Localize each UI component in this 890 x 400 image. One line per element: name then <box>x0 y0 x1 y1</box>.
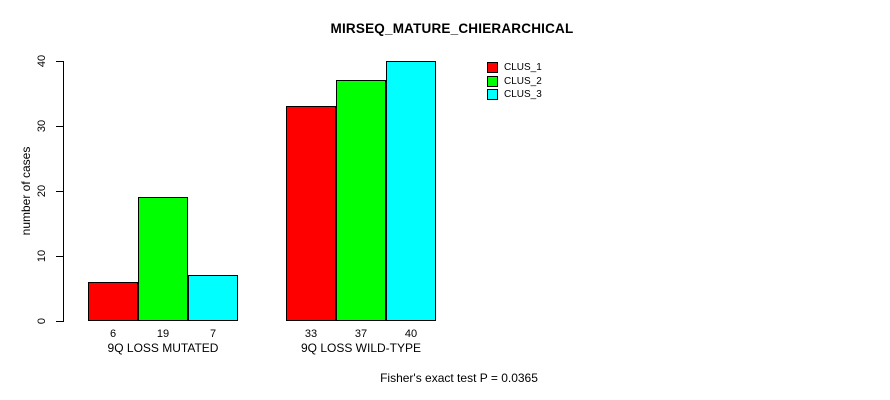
bar-CLUS_1 <box>88 282 138 321</box>
legend-row-CLUS_2: CLUS_2 <box>487 75 542 87</box>
y-tick-label: 30 <box>36 119 48 133</box>
bar-CLUS_3 <box>188 275 238 321</box>
legend-swatch-CLUS_3 <box>487 89 498 100</box>
bar-CLUS_3 <box>386 61 436 321</box>
bar-value-label: 19 <box>156 328 170 340</box>
y-tick-label: 40 <box>36 54 48 68</box>
annotation-text: Fisher's exact test P = 0.0365 <box>380 371 538 385</box>
bar-value-label: 37 <box>354 328 368 340</box>
bar-value-label: 40 <box>404 328 418 340</box>
y-tick-mark <box>56 126 63 127</box>
y-tick-mark <box>56 321 63 322</box>
bar-CLUS_2 <box>138 197 188 321</box>
bar-CLUS_2 <box>336 80 386 321</box>
legend: CLUS_1 CLUS_2 CLUS_3 <box>487 62 542 103</box>
category-label: 9Q LOSS MUTATED <box>107 341 219 355</box>
y-tick-mark <box>56 191 63 192</box>
category-label: 9Q LOSS WILD-TYPE <box>300 341 422 355</box>
y-axis-label: number of cases <box>19 146 33 236</box>
y-tick-label: 10 <box>36 249 48 263</box>
legend-row-CLUS_1: CLUS_1 <box>487 62 542 73</box>
y-axis-line <box>63 61 64 322</box>
bar-value-label: 7 <box>209 328 217 340</box>
legend-label: CLUS_2 <box>504 75 542 87</box>
y-tick-label: 20 <box>36 184 48 198</box>
y-tick-mark <box>56 256 63 257</box>
bar-value-label: 6 <box>109 328 117 340</box>
legend-row-CLUS_3: CLUS_3 <box>487 89 542 100</box>
y-tick-mark <box>56 61 63 62</box>
legend-swatch-CLUS_1 <box>487 62 498 73</box>
y-tick-label: 0 <box>36 317 48 325</box>
chart-title: MIRSEQ_MATURE_CHIERARCHICAL <box>330 21 574 36</box>
legend-swatch-CLUS_2 <box>487 75 498 87</box>
legend-label: CLUS_1 <box>504 62 542 73</box>
legend-label: CLUS_3 <box>504 89 542 100</box>
bar-value-label: 33 <box>304 328 318 340</box>
bar-CLUS_1 <box>286 106 336 321</box>
